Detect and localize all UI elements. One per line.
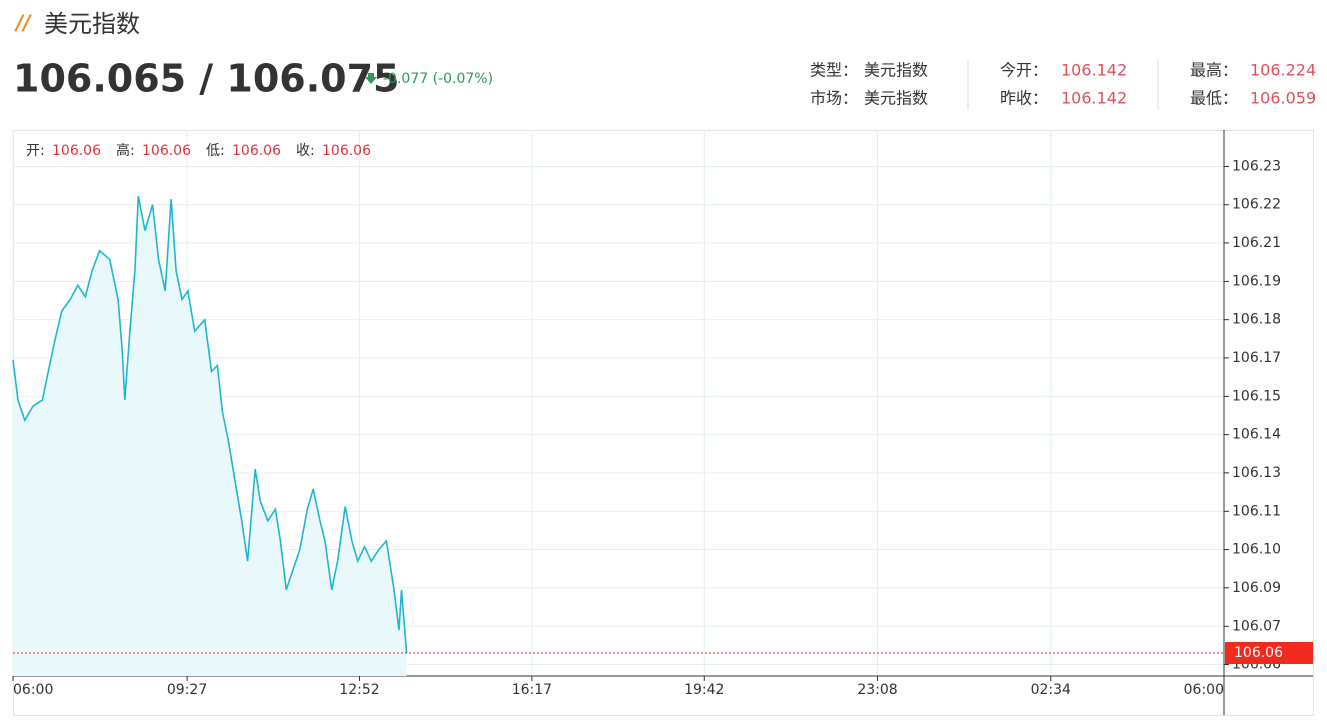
info-label: 最高：: [1190, 61, 1238, 80]
y-tick-label: 106.15: [1232, 388, 1281, 404]
y-tick-label: 106.11: [1232, 503, 1281, 519]
info-value: 106.142: [1061, 61, 1127, 80]
price-change: -0.077 (-0.07%): [383, 71, 493, 87]
ohlc-value: 106.06: [52, 143, 101, 159]
page-title: 美元指数: [44, 10, 140, 38]
x-tick-label: 06:00: [1184, 682, 1224, 698]
info-label: 市场：: [810, 89, 858, 108]
ohlc-label: 低:: [206, 143, 225, 159]
y-tick-label: 106.09: [1232, 580, 1281, 596]
info-label: 类型：: [810, 61, 858, 80]
last-price-box: [1225, 642, 1313, 665]
x-tick-label: 09:27: [167, 682, 207, 698]
info-label: 昨收：: [1000, 89, 1048, 108]
x-tick-label: 02:34: [1031, 682, 1071, 698]
info-value: 106.142: [1061, 89, 1127, 108]
x-tick-label: 12:52: [339, 682, 379, 698]
line: [12, 195, 408, 654]
x-tick-label: 23:08: [857, 682, 897, 698]
last-price-label: 106.06: [1234, 645, 1283, 661]
y-tick-label: 106.19: [1232, 273, 1281, 289]
y-tick-label: 106.21: [1232, 235, 1281, 251]
logo-mark: //: [14, 11, 32, 35]
info-label: 今开：: [1000, 61, 1048, 80]
info-value: 106.059: [1250, 89, 1316, 108]
area: [13, 196, 407, 676]
info-value: 106.224: [1250, 61, 1316, 80]
info-value: 美元指数: [864, 89, 928, 108]
ohlc-label: 高:: [116, 142, 135, 159]
info-value: 美元指数: [864, 61, 928, 80]
y-tick-label: 106.17: [1232, 350, 1281, 366]
x-tick-label: 06:00: [13, 682, 53, 698]
ohlc-value: 106.06: [232, 143, 281, 159]
y-tick-label: 106.23: [1232, 158, 1281, 174]
ohlc-label: 开:: [26, 143, 45, 159]
ohlc-label: 收:: [296, 143, 315, 159]
price: 106.065 / 106.075: [13, 57, 400, 101]
x-tick-label: 19:42: [684, 682, 724, 698]
ohlc-value: 106.06: [142, 143, 191, 159]
ohlc-value: 106.06: [322, 143, 371, 159]
x-tick-label: 16:17: [512, 682, 552, 698]
info-label: 最低：: [1190, 89, 1238, 108]
y-tick-label: 106.14: [1232, 427, 1281, 443]
y-tick-label: 106.22: [1232, 197, 1281, 213]
y-tick-label: 106.18: [1232, 312, 1281, 328]
y-tick-label: 106.10: [1232, 542, 1281, 558]
y-tick-label: 106.13: [1232, 465, 1281, 481]
down-arrow: [365, 73, 377, 84]
y-tick-label: 106.07: [1232, 618, 1281, 634]
